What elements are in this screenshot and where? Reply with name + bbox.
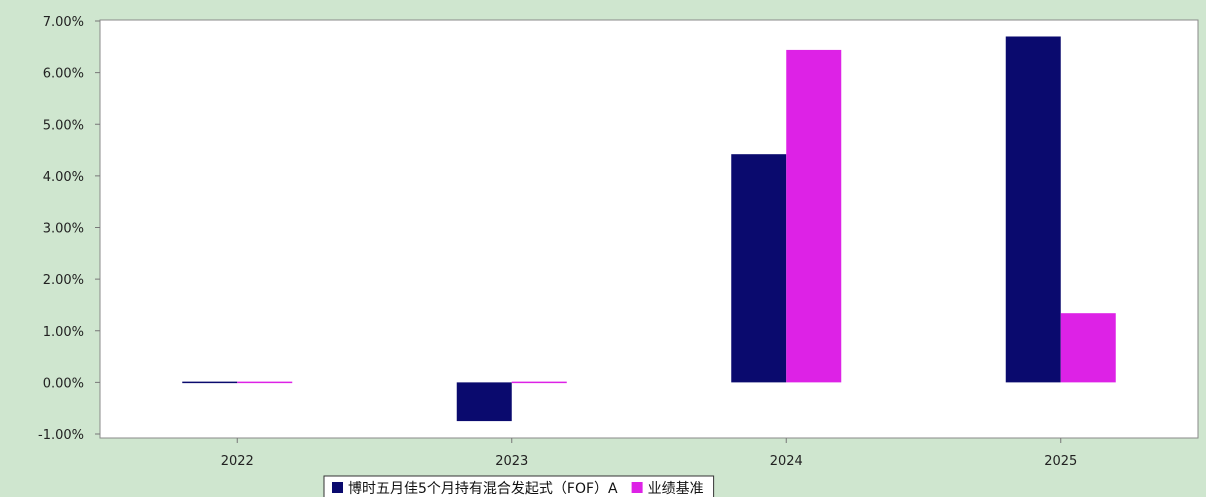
bar-series-2 (237, 381, 293, 384)
legend-swatch (332, 482, 343, 493)
y-tick-label: 7.00% (43, 15, 84, 30)
y-tick-label: 0.00% (43, 376, 84, 391)
bar-series-2 (786, 49, 842, 383)
x-axis: 2022 2023 2024 2025 (221, 438, 1077, 469)
y-tick-label: 3.00% (43, 222, 84, 237)
legend-label: 业绩基准 (648, 480, 704, 497)
bar-series-1 (1005, 36, 1061, 383)
x-tick-label: 2023 (495, 454, 528, 469)
legend-box (323, 475, 715, 497)
y-tick-label: 4.00% (43, 170, 84, 185)
y-tick-label: 5.00% (43, 118, 84, 133)
legend-label: 博时五月佳5个月持有混合发起式（FOF）A (348, 480, 618, 497)
y-tick-label: 6.00% (43, 67, 84, 82)
y-axis: 7.00% 6.00% 5.00% 4.00% 3.00% 2.00% 1.00% 0.00%… (38, 15, 100, 443)
legend-swatch (631, 482, 643, 493)
x-tick-label: 2024 (770, 454, 803, 469)
bar-series-1 (456, 382, 512, 422)
bar-series-2 (1060, 313, 1116, 383)
bars (182, 36, 1116, 422)
y-tick-label: 2.00% (43, 273, 84, 288)
bar-series-2 (511, 381, 567, 384)
y-tick-label: -1.00% (38, 428, 84, 443)
x-tick-label: 2022 (221, 454, 254, 469)
x-tick-label: 2025 (1044, 454, 1077, 469)
bar-series-1 (731, 154, 787, 383)
legend: 博时五月佳5个月持有混合发起式（FOF）A 业绩基准 (323, 475, 715, 497)
y-tick-label: 1.00% (43, 325, 84, 340)
bar-series-1 (182, 381, 238, 384)
